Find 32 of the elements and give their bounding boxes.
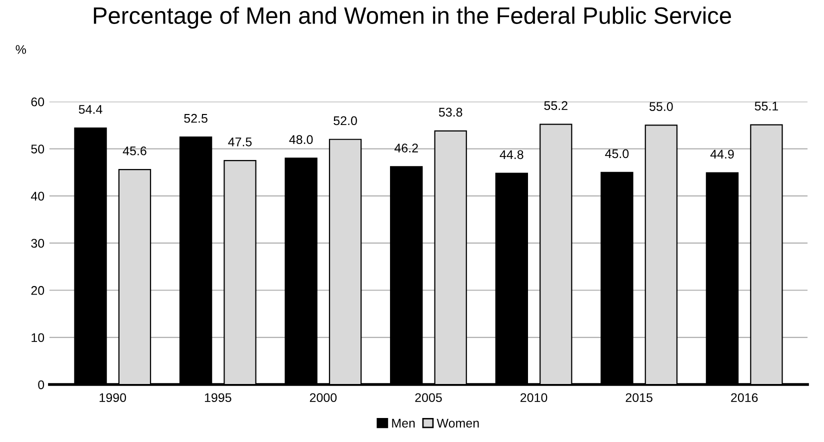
chart-title: Percentage of Men and Women in the Federal Public Service — [94, 6, 731, 29]
x-tick-label: 1990 — [100, 393, 126, 402]
x-tick-label: 1995 — [204, 393, 232, 402]
y-axis-title: % — [16, 45, 26, 54]
x-tick-label: 2010 — [520, 393, 548, 402]
data-label: 45.6 — [122, 146, 146, 156]
x-tick-label: 2000 — [310, 393, 337, 402]
data-label: 55.0 — [650, 102, 673, 111]
data-label: 54.4 — [78, 105, 102, 114]
data-label: 53.8 — [438, 108, 462, 117]
y-tick-label: 10 — [32, 333, 44, 342]
data-label: 55.1 — [754, 102, 778, 111]
data-label: 52.0 — [334, 116, 357, 126]
y-tick-label: 60 — [31, 97, 44, 106]
y-tick-label: 20 — [31, 286, 44, 295]
data-label: 47.5 — [228, 138, 252, 146]
data-label: 44.9 — [710, 150, 734, 159]
data-label: 48.0 — [289, 135, 313, 144]
y-tick-label: 30 — [31, 238, 44, 248]
legend-label: Women — [436, 418, 479, 428]
x-tick-label: 2016 — [731, 393, 758, 402]
y-tick-label: 50 — [31, 144, 44, 154]
x-tick-label: 2015 — [626, 393, 652, 402]
data-label: 45.0 — [605, 149, 629, 158]
data-label: 44.8 — [500, 150, 524, 160]
legend-label: Men — [392, 418, 415, 428]
y-tick-label: 40 — [30, 192, 44, 201]
x-tick-label: 2005 — [415, 393, 442, 402]
data-label: 52.5 — [184, 114, 208, 123]
y-tick-label: 0 — [38, 380, 44, 390]
data-label: 46.2 — [394, 144, 418, 152]
data-label: 55.2 — [544, 101, 568, 110]
